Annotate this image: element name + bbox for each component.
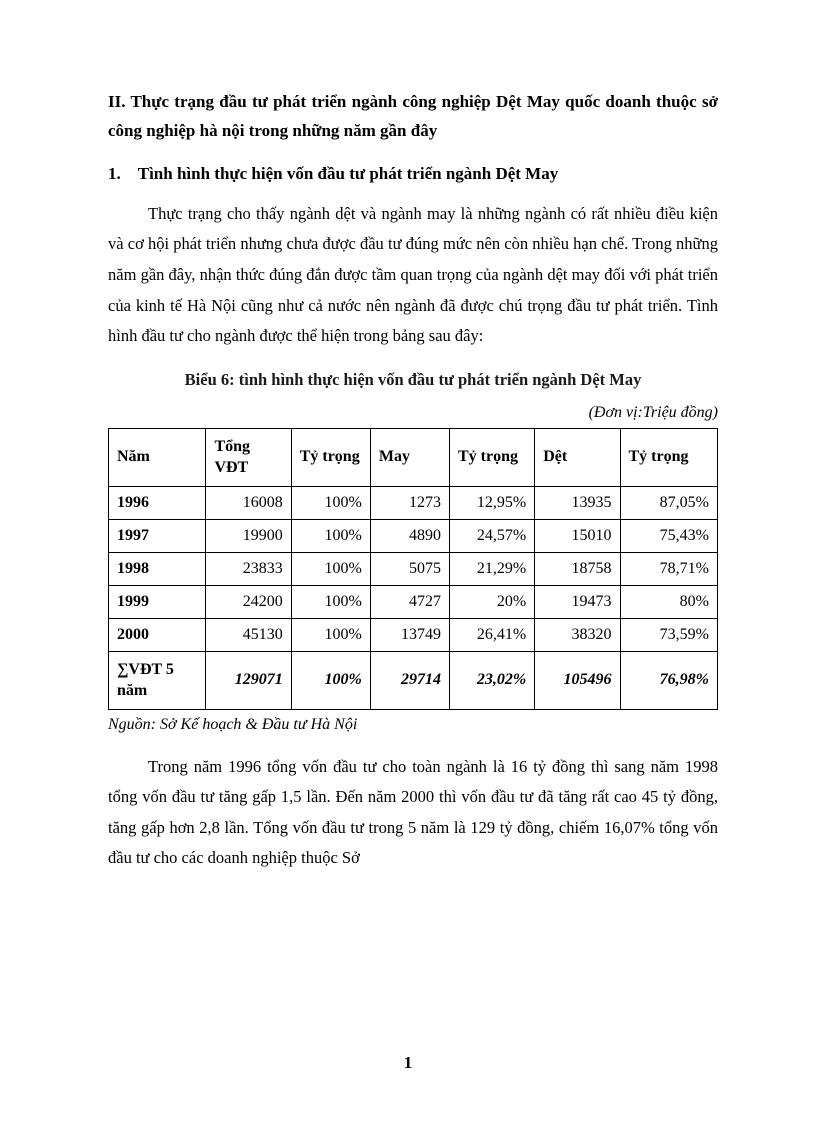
table-sum-row: ∑VĐT 5 năm129071100%2971423,02%10549676,… [109,651,718,709]
cell-value: 1273 [370,486,449,519]
cell-sum-value: 23,02% [450,651,535,709]
page-number: 1 [0,1053,816,1073]
table-row: 199719900100%489024,57%1501075,43% [109,519,718,552]
cell-value: 20% [450,585,535,618]
cell-value: 18758 [535,552,620,585]
cell-value: 73,59% [620,618,718,651]
cell-year: 1996 [109,486,206,519]
cell-value: 78,71% [620,552,718,585]
data-table: Năm Tổng VĐT Tỷ trọng May Tỷ trọng Dệt T… [108,428,718,710]
section-heading-2: II. Thực trạng đầu tư phát triển ngành c… [108,88,718,146]
cell-value: 19473 [535,585,620,618]
cell-value: 100% [291,618,370,651]
table-row: 199924200100%472720%1947380% [109,585,718,618]
col-total: Tổng VĐT [206,428,291,486]
cell-sum-value: 76,98% [620,651,718,709]
table-caption: Biểu 6: tình hình thực hiện vốn đầu tư p… [108,370,718,390]
source-line: Nguồn: Sở Kế hoạch & Đầu tư Hà Nội [108,716,718,734]
unit-label: (Đơn vị:Triệu đồng) [108,404,718,422]
cell-year: 1999 [109,585,206,618]
cell-value: 16008 [206,486,291,519]
col-ratio1: Tỷ trọng [291,428,370,486]
col-det: Dệt [535,428,620,486]
cell-value: 100% [291,552,370,585]
cell-value: 24,57% [450,519,535,552]
cell-year: 2000 [109,618,206,651]
cell-value: 100% [291,585,370,618]
cell-value: 45130 [206,618,291,651]
col-may: May [370,428,449,486]
table-header-row: Năm Tổng VĐT Tỷ trọng May Tỷ trọng Dệt T… [109,428,718,486]
cell-sum-value: 129071 [206,651,291,709]
section-heading-3: 1. Tình hình thực hiện vốn đầu tư phát t… [108,160,718,187]
cell-sum-value: 105496 [535,651,620,709]
cell-value: 38320 [535,618,620,651]
cell-value: 87,05% [620,486,718,519]
cell-value: 24200 [206,585,291,618]
cell-value: 13935 [535,486,620,519]
col-ratio3: Tỷ trọng [620,428,718,486]
cell-value: 100% [291,519,370,552]
paragraph-intro: Thực trạng cho thấy ngành dệt và ngành m… [108,199,718,352]
table-body: 199616008100%127312,95%1393587,05%199719… [109,486,718,709]
cell-value: 5075 [370,552,449,585]
cell-value: 26,41% [450,618,535,651]
cell-value: 80% [620,585,718,618]
cell-value: 12,95% [450,486,535,519]
cell-value: 4890 [370,519,449,552]
cell-value: 100% [291,486,370,519]
cell-value: 15010 [535,519,620,552]
cell-value: 13749 [370,618,449,651]
cell-sum-value: 29714 [370,651,449,709]
cell-year: 1998 [109,552,206,585]
table-row: 199616008100%127312,95%1393587,05% [109,486,718,519]
cell-value: 23833 [206,552,291,585]
cell-sum-value: 100% [291,651,370,709]
cell-sum-label: ∑VĐT 5 năm [109,651,206,709]
cell-value: 75,43% [620,519,718,552]
table-row: 199823833100%507521,29%1875878,71% [109,552,718,585]
table-row: 200045130100%1374926,41%3832073,59% [109,618,718,651]
paragraph-analysis: Trong năm 1996 tổng vốn đầu tư cho toàn … [108,752,718,874]
cell-value: 19900 [206,519,291,552]
cell-value: 21,29% [450,552,535,585]
cell-year: 1997 [109,519,206,552]
col-ratio2: Tỷ trọng [450,428,535,486]
cell-value: 4727 [370,585,449,618]
col-year: Năm [109,428,206,486]
